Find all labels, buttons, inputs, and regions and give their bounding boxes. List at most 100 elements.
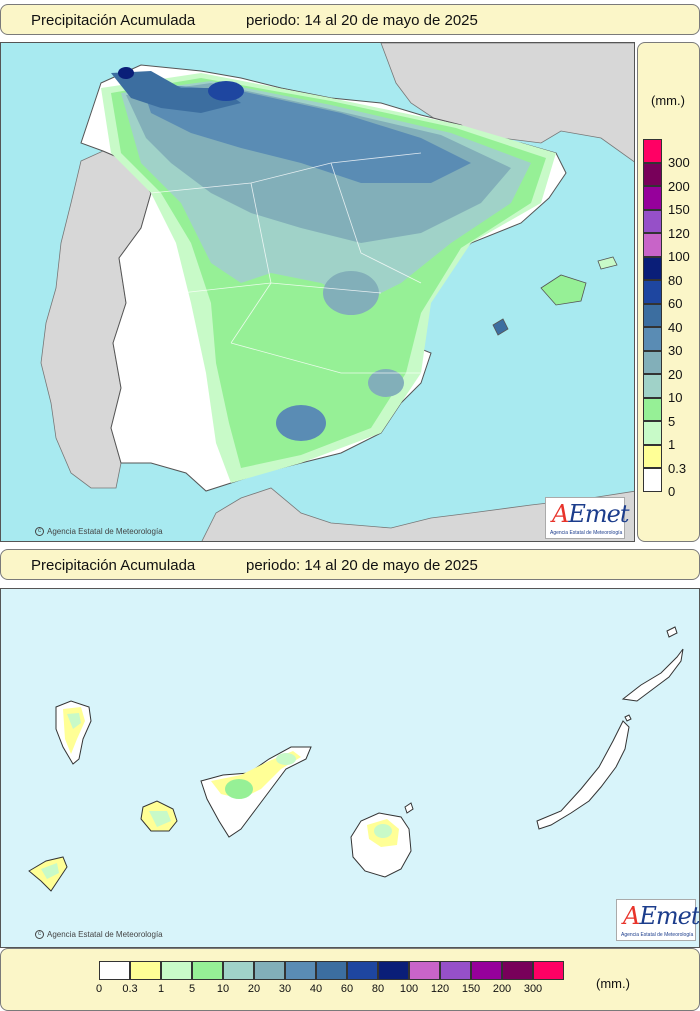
legend-swatch-80	[643, 256, 662, 280]
legend-label-200: 200	[668, 178, 690, 194]
legend-swatch-120	[643, 209, 662, 233]
precip-zone-southeast	[276, 405, 326, 441]
legend-swatch-1	[643, 421, 662, 445]
tenerife-precip-north	[276, 753, 296, 765]
map-title: Precipitación Acumulada	[31, 12, 196, 29]
precip-zone-murcia	[368, 369, 404, 397]
legend-unit: (mm.)	[651, 93, 685, 108]
france-land	[380, 43, 634, 163]
legend-swatch-300	[533, 961, 564, 980]
mallorca-island	[540, 274, 587, 306]
legend-label-120: 120	[430, 983, 450, 995]
legend-label-20: 20	[247, 983, 261, 995]
peninsula-map-graphic	[40, 43, 634, 541]
lanzarote-island	[621, 648, 684, 702]
legend-label-80: 80	[668, 272, 683, 288]
canarias-map-graphic	[28, 626, 684, 892]
legend-label-40: 40	[668, 319, 683, 335]
precip-zone-center	[323, 271, 379, 315]
tenerife-precip-core	[225, 779, 253, 799]
precip-zone-30mm	[141, 83, 471, 183]
legend-label-30: 30	[278, 983, 292, 995]
legend-label-150: 150	[461, 983, 481, 995]
aemet-logo-peninsula: AEmet Agencia Estatal de Meteorología	[545, 497, 629, 539]
aemet-logo-canarias: AEmet Agencia Estatal de Meteorología	[616, 899, 699, 941]
el-hierro-precip	[41, 863, 59, 879]
legend-swatch-10	[643, 374, 662, 398]
peninsula-map: c Agencia Estatal de Meteorología AEmet A…	[0, 42, 635, 542]
title-bar-peninsula: Precipitación Acumulada periodo: 14 al 2…	[0, 4, 700, 35]
precip-zone-40mm	[111, 71, 241, 113]
legend-label-30: 30	[668, 343, 683, 358]
legend-swatch-30	[285, 961, 316, 980]
legend-swatch-5	[192, 961, 223, 980]
map-title: Precipitación Acumulada	[31, 557, 196, 574]
legend-swatch-100	[409, 961, 440, 980]
legend-label-0: 0	[668, 484, 676, 499]
legend-label-5: 5	[668, 413, 676, 429]
legend-label-10: 10	[668, 390, 683, 405]
legend-label-60: 60	[668, 296, 683, 311]
legend-label-0-3: 0.3	[122, 983, 138, 995]
canarias-map: c Agencia Estatal de Meteorología AEmet A…	[0, 588, 700, 948]
ibiza-island	[492, 318, 509, 336]
legend-label-20: 20	[668, 366, 683, 382]
lobos-island	[624, 714, 632, 722]
legend-swatch-0	[643, 468, 662, 492]
la-palma-precip-core	[67, 713, 81, 729]
legend-swatch-100	[643, 233, 662, 257]
legend-swatch-20	[643, 350, 662, 374]
legend-label-100: 100	[668, 249, 690, 264]
region-borders	[150, 152, 422, 374]
legend-label-5: 5	[188, 983, 196, 995]
legend-label-10: 10	[216, 983, 230, 995]
legend-label-150: 150	[668, 202, 690, 217]
gran-canaria-islet	[404, 802, 414, 814]
legend-swatch-150	[471, 961, 502, 980]
copyright-credit-peninsula: c Agencia Estatal de Meteorología	[35, 527, 163, 537]
legend-label-120: 120	[668, 225, 690, 241]
legend-swatch-80	[378, 961, 409, 980]
la-gomera-precip	[149, 811, 171, 827]
legend-swatch-5	[643, 397, 662, 421]
legend-vertical: (mm.) 300 200 150 120 100 80 60 40 30 20 10 5 1 0.3 0	[637, 42, 700, 542]
legend-swatch-0	[99, 961, 130, 980]
map-period: periodo: 14 al 20 de mayo de 2025	[246, 12, 478, 29]
africa-land	[201, 487, 634, 541]
graciosa-island	[666, 626, 678, 638]
legend-label-60: 60	[340, 983, 354, 995]
legend-swatch-20	[254, 961, 285, 980]
legend-swatch-1	[161, 961, 192, 980]
legend-swatch-60	[347, 961, 378, 980]
gran-canaria-precip-core	[374, 824, 392, 838]
legend-label-100: 100	[399, 983, 419, 995]
legend-swatch-0-3	[643, 444, 662, 468]
legend-swatch-0-3	[130, 961, 161, 980]
precip-zone-80mm	[118, 67, 134, 79]
legend-swatch-30	[643, 327, 662, 351]
legend-label-300: 300	[668, 155, 690, 170]
legend-swatch-60	[643, 280, 662, 304]
legend-label-0-3: 0.3	[668, 460, 687, 476]
credit-text: Agencia Estatal de Meteorología	[47, 930, 163, 939]
map-period: periodo: 14 al 20 de mayo de 2025	[246, 557, 478, 574]
legend-swatch-120	[440, 961, 471, 980]
legend-label-0: 0	[95, 983, 103, 995]
legend-swatch-300	[643, 139, 662, 163]
precip-zone-60mm	[208, 81, 244, 101]
legend-label-1: 1	[668, 437, 676, 452]
legend-label-40: 40	[309, 983, 323, 995]
fuerteventura-island	[536, 720, 630, 830]
legend-unit: (mm.)	[596, 976, 630, 991]
legend-swatch-150	[643, 186, 662, 210]
menorca-island	[597, 256, 618, 270]
legend-swatch-200	[502, 961, 533, 980]
legend-label-1: 1	[157, 983, 165, 995]
copyright-icon: c	[35, 930, 44, 940]
copyright-icon: c	[35, 527, 44, 537]
legend-label-80: 80	[371, 983, 385, 995]
legend-horizontal: 0 0.3 1 5 10 20 30 40 60 80 100 120 150 200 300 (mm.)	[0, 948, 700, 1011]
legend-swatch-10	[223, 961, 254, 980]
legend-label-200: 200	[492, 983, 512, 995]
title-bar-canarias: Precipitación Acumulada periodo: 14 al 2…	[0, 549, 700, 580]
